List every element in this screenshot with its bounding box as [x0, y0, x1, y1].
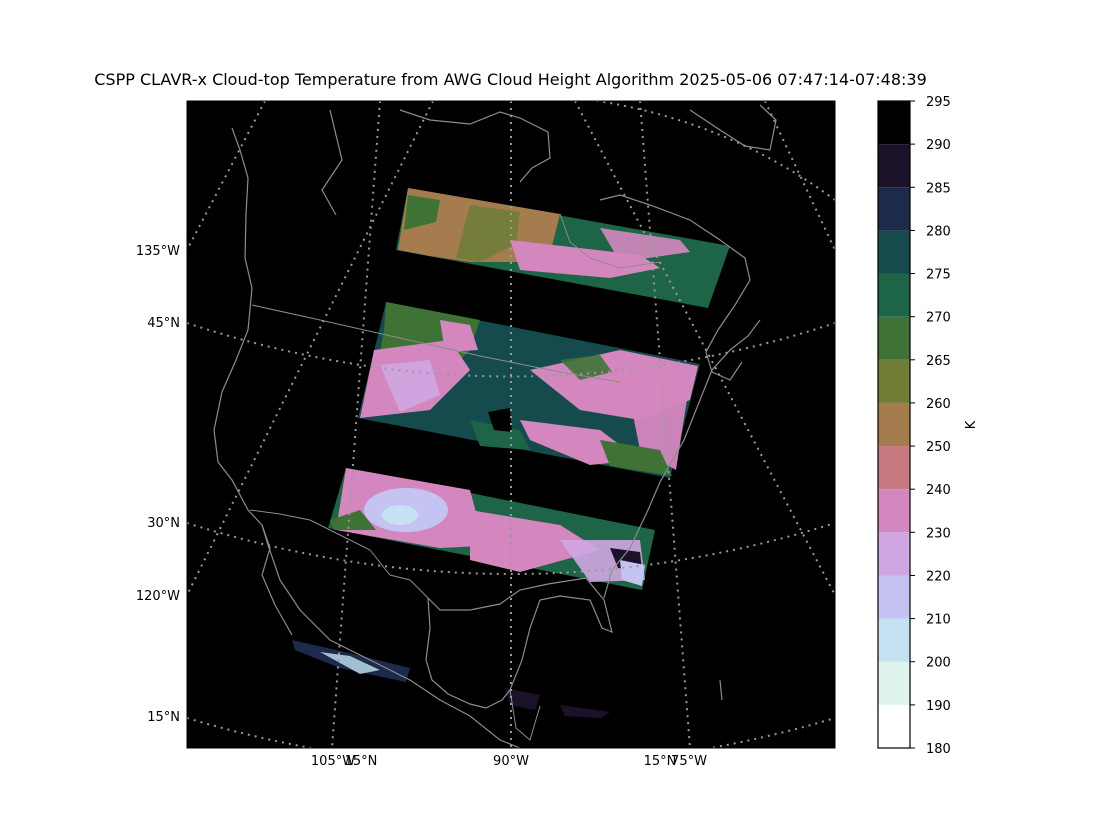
colorbar-bin — [878, 704, 910, 748]
left-label: 135°W — [136, 244, 180, 259]
bottom-label: 90°W — [493, 754, 529, 769]
bottom-label: 105°W — [311, 754, 355, 769]
colorbar-tick-label: 190 — [926, 699, 951, 714]
colorbar-bin — [878, 618, 910, 662]
colorbar-tick-label: 210 — [926, 613, 951, 628]
colorbar-bin — [878, 101, 910, 145]
colorbar-tick-label: 280 — [926, 224, 951, 239]
colorbar-bin — [878, 532, 910, 576]
graticule — [187, 101, 835, 748]
colorbar-bin — [878, 661, 910, 705]
bottom-label: 75°W — [671, 754, 707, 769]
colorbar-tick-label: 275 — [926, 268, 951, 283]
colorbar-tick-label: 230 — [926, 526, 951, 541]
left-label: 15°N — [147, 710, 180, 725]
colorbar-unit-label: K — [964, 420, 979, 429]
map-title: CSPP CLAVR-x Cloud-top Temperature from … — [94, 70, 927, 89]
colorbar-tick-label: 270 — [926, 311, 951, 326]
colorbar-bin — [878, 446, 910, 490]
colorbar-bin — [878, 575, 910, 619]
left-label: 30°N — [147, 516, 180, 531]
colorbar-tick-label: 220 — [926, 569, 951, 584]
bottom-label: 15°N — [345, 754, 378, 769]
swath-south — [328, 468, 655, 590]
colorbar-bin — [878, 316, 910, 360]
colorbar-tick-label: 285 — [926, 181, 951, 196]
map-panel — [186, 100, 836, 749]
colorbar-tick-label: 240 — [926, 483, 951, 498]
colorbar-bins — [878, 101, 910, 748]
colorbar-bin — [878, 402, 910, 447]
map-frame — [186, 100, 836, 749]
coastlines — [213, 104, 777, 748]
left-labels: 135°W 45°N 30°N 120°W 15°N — [136, 244, 180, 725]
colorbar-bin — [878, 187, 910, 231]
colorbar-tick-label: 260 — [926, 397, 951, 412]
colorbar-tick-label: 250 — [926, 440, 951, 455]
bottom-labels: 105°W 15°N 90°W 15°N 75°W — [311, 754, 707, 769]
colorbar-bin — [878, 489, 910, 533]
colorbar-ticks: 295 290 285 280 275 270 265 260 250 240 230 220 210 2… — [910, 95, 951, 757]
left-label: 120°W — [136, 589, 180, 604]
swath-north — [396, 188, 730, 308]
colorbar-bin — [878, 359, 910, 403]
colorbar-bin — [878, 230, 910, 274]
colorbar-frame — [877, 100, 911, 749]
bottom-label: 15°N — [644, 754, 677, 769]
colorbar-bin — [878, 273, 910, 317]
colorbar-bin — [878, 144, 910, 188]
colorbar-tick-label: 265 — [926, 354, 951, 369]
political-borders — [249, 213, 661, 741]
colorbar: 295 290 285 280 275 270 265 260 250 240 230 220 210 2… — [877, 95, 979, 757]
swath-middle — [358, 302, 700, 478]
swath-scatter-clouds — [292, 640, 610, 718]
colorbar-tick-label: 295 — [926, 95, 951, 110]
left-label: 45°N — [147, 316, 180, 331]
colorbar-tick-label: 200 — [926, 656, 951, 671]
colorbar-tick-label: 180 — [926, 742, 951, 757]
colorbar-tick-label: 290 — [926, 138, 951, 153]
